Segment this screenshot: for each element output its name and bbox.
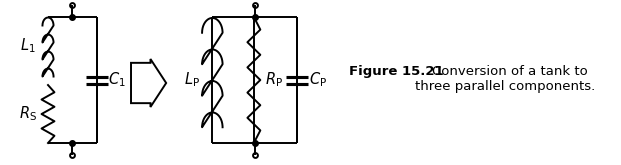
Text: $L_1$: $L_1$ xyxy=(20,37,35,55)
Text: Figure 15.21: Figure 15.21 xyxy=(349,65,443,78)
Text: Conversion of a tank to
three parallel components.: Conversion of a tank to three parallel c… xyxy=(415,65,596,93)
Text: $L_\mathsf{P}$: $L_\mathsf{P}$ xyxy=(184,71,200,89)
Text: $R_\mathsf{P}$: $R_\mathsf{P}$ xyxy=(265,71,283,89)
Text: $C_\mathsf{P}$: $C_\mathsf{P}$ xyxy=(309,71,327,89)
Text: $C_1$: $C_1$ xyxy=(109,71,126,89)
Text: $R_\mathsf{S}$: $R_\mathsf{S}$ xyxy=(19,105,37,123)
